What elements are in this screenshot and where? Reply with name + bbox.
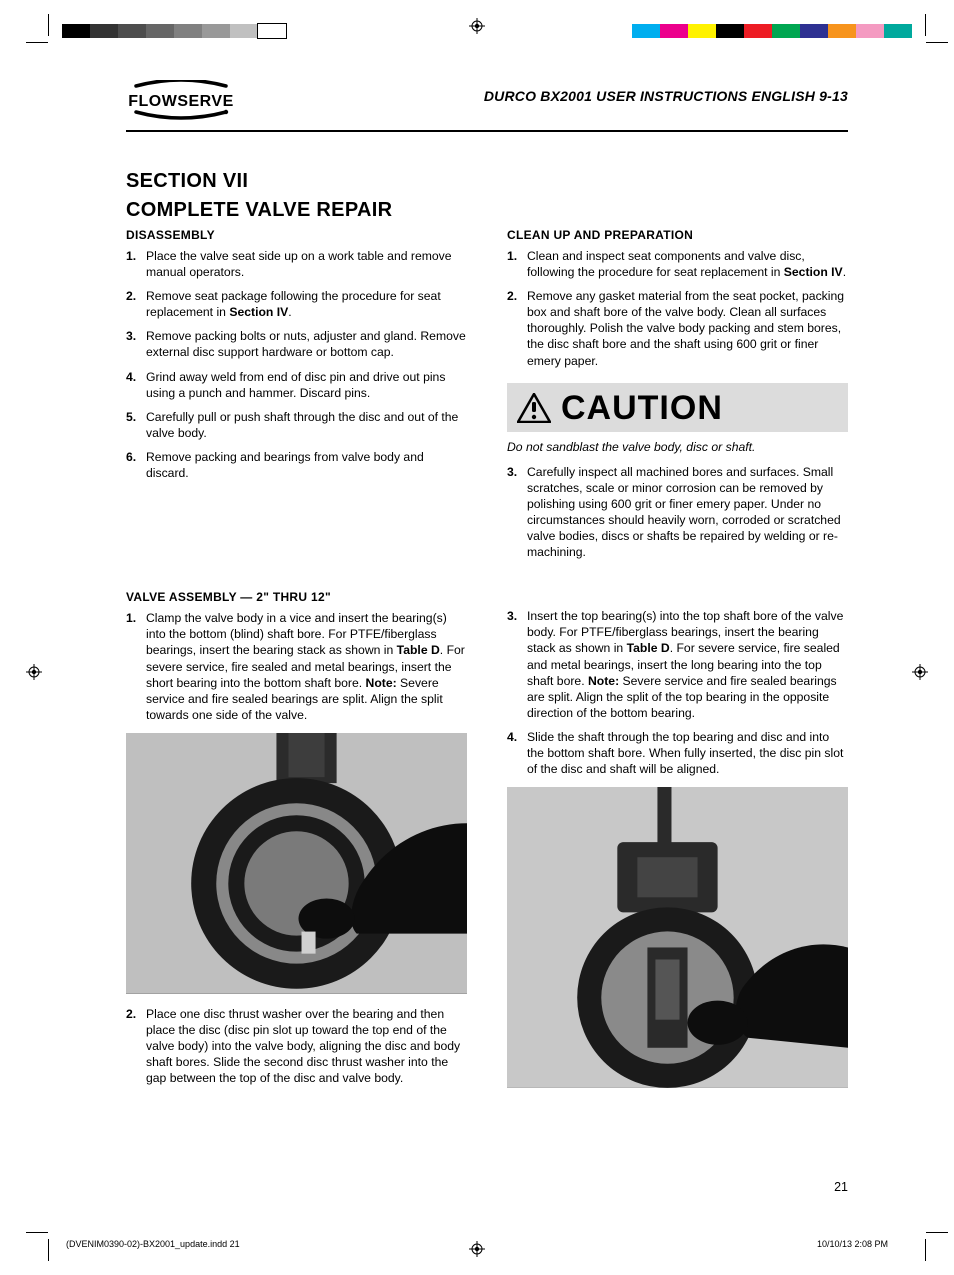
lower-columns: VALVE ASSEMBLY — 2" THRU 12" 1. Clamp th… <box>126 590 848 1100</box>
document-title: DURCO BX2001 USER INSTRUCTIONS ENGLISH 9… <box>484 88 848 104</box>
list-item: 5.Carefully pull or push shaft through t… <box>126 409 467 441</box>
list-text: Place the valve seat side up on a work t… <box>146 249 452 279</box>
list-text: Slide the shaft through the top bearing … <box>527 730 843 776</box>
list-tail: . <box>843 265 846 279</box>
list-item: 6.Remove packing and bearings from valve… <box>126 449 467 481</box>
color-swatch <box>884 24 912 38</box>
crop-mark <box>925 1239 926 1261</box>
caution-banner: CAUTION <box>507 383 848 432</box>
page-header: FLOWSERVE DURCO BX2001 USER INSTRUCTIONS… <box>126 80 848 140</box>
assembly-photo-left <box>126 733 467 994</box>
list-item: 4.Slide the shaft through the top bearin… <box>507 729 848 777</box>
list-text: Remove any gasket material from the seat… <box>527 289 844 367</box>
slug-left: (DVENIM0390-02)-BX2001_update.indd 21 <box>66 1239 240 1249</box>
color-swatch <box>856 24 884 38</box>
crop-mark <box>926 1232 948 1233</box>
color-swatch <box>744 24 772 38</box>
list-tail: . <box>288 305 291 319</box>
list-bold: Table D <box>627 641 670 655</box>
logo-text: FLOWSERVE <box>128 93 234 110</box>
color-swatch <box>772 24 800 38</box>
list-item: 1.Clean and inspect seat components and … <box>507 248 848 280</box>
list-item: 2.Place one disc thrust washer over the … <box>126 1006 467 1086</box>
assembly-right-column: 3. Insert the top bearing(s) into the to… <box>507 590 848 1100</box>
page-content: FLOWSERVE DURCO BX2001 USER INSTRUCTIONS… <box>126 80 848 1100</box>
caution-note: Do not sandblast the valve body, disc or… <box>507 440 848 454</box>
color-swatch <box>202 24 230 38</box>
list-text: Carefully inspect all machined bores and… <box>527 465 841 559</box>
warning-triangle-icon <box>517 393 551 423</box>
color-swatch <box>118 24 146 38</box>
list-bold: Note: <box>588 674 619 688</box>
list-bold: Table D <box>397 643 440 657</box>
list-text: Remove packing bolts or nuts, adjuster a… <box>146 329 466 359</box>
assembly-photo-right <box>507 787 848 1088</box>
header-rule <box>126 130 848 132</box>
list-text: Remove seat package following the proced… <box>146 289 441 319</box>
color-swatch <box>62 24 90 38</box>
color-swatch <box>660 24 688 38</box>
section-title: COMPLETE VALVE REPAIR <box>126 199 848 222</box>
flowserve-logo-icon: FLOWSERVE <box>126 80 236 122</box>
list-item: 2.Remove seat package following the proc… <box>126 288 467 320</box>
section-label: SECTION VII <box>126 170 848 193</box>
list-item: 3.Carefully inspect all machined bores a… <box>507 464 848 561</box>
list-text: Grind away weld from end of disc pin and… <box>146 370 445 400</box>
list-text: Place one disc thrust washer over the be… <box>146 1007 460 1085</box>
page-number: 21 <box>834 1180 848 1194</box>
slug-footer: (DVENIM0390-02)-BX2001_update.indd 21 10… <box>66 1239 888 1249</box>
registration-mark-icon <box>912 664 928 680</box>
cleanup-column: CLEAN UP AND PREPARATION 1.Clean and ins… <box>507 228 848 568</box>
registration-mark-icon <box>469 18 485 34</box>
list-item: 3. Insert the top bearing(s) into the to… <box>507 608 848 721</box>
assembly-left-column: VALVE ASSEMBLY — 2" THRU 12" 1. Clamp th… <box>126 590 467 1100</box>
list-item: 1. Clamp the valve body in a vice and in… <box>126 610 467 723</box>
color-swatch <box>828 24 856 38</box>
disassembly-column: DISASSEMBLY 1.Place the valve seat side … <box>126 228 467 568</box>
color-swatch <box>146 24 174 38</box>
color-swatch <box>716 24 744 38</box>
color-swatch <box>258 24 286 38</box>
list-bold: Section IV <box>784 265 843 279</box>
color-swatch <box>688 24 716 38</box>
color-swatch <box>230 24 258 38</box>
crop-mark <box>26 1232 48 1233</box>
list-item: 1.Place the valve seat side up on a work… <box>126 248 467 280</box>
upper-columns: DISASSEMBLY 1.Place the valve seat side … <box>126 228 848 568</box>
list-text: Carefully pull or push shaft through the… <box>146 410 458 440</box>
slug-right: 10/10/13 2:08 PM <box>817 1239 888 1249</box>
caution-label: CAUTION <box>561 389 723 428</box>
color-swatch <box>800 24 828 38</box>
cleanup-heading: CLEAN UP AND PREPARATION <box>507 228 848 242</box>
list-item: 3.Remove packing bolts or nuts, adjuster… <box>126 328 467 360</box>
list-bold: Section IV <box>229 305 288 319</box>
disassembly-heading: DISASSEMBLY <box>126 228 467 242</box>
list-bold: Note: <box>366 676 397 690</box>
color-swatch <box>632 24 660 38</box>
list-text: Remove packing and bearings from valve b… <box>146 450 424 480</box>
color-swatch <box>174 24 202 38</box>
registration-mark-icon <box>26 664 42 680</box>
crop-mark <box>48 1239 49 1261</box>
list-item: 4.Grind away weld from end of disc pin a… <box>126 369 467 401</box>
color-swatch <box>90 24 118 38</box>
assembly-heading: VALVE ASSEMBLY — 2" THRU 12" <box>126 590 467 604</box>
list-text: Clean and inspect seat components and va… <box>527 249 805 279</box>
list-item: 2.Remove any gasket material from the se… <box>507 288 848 368</box>
